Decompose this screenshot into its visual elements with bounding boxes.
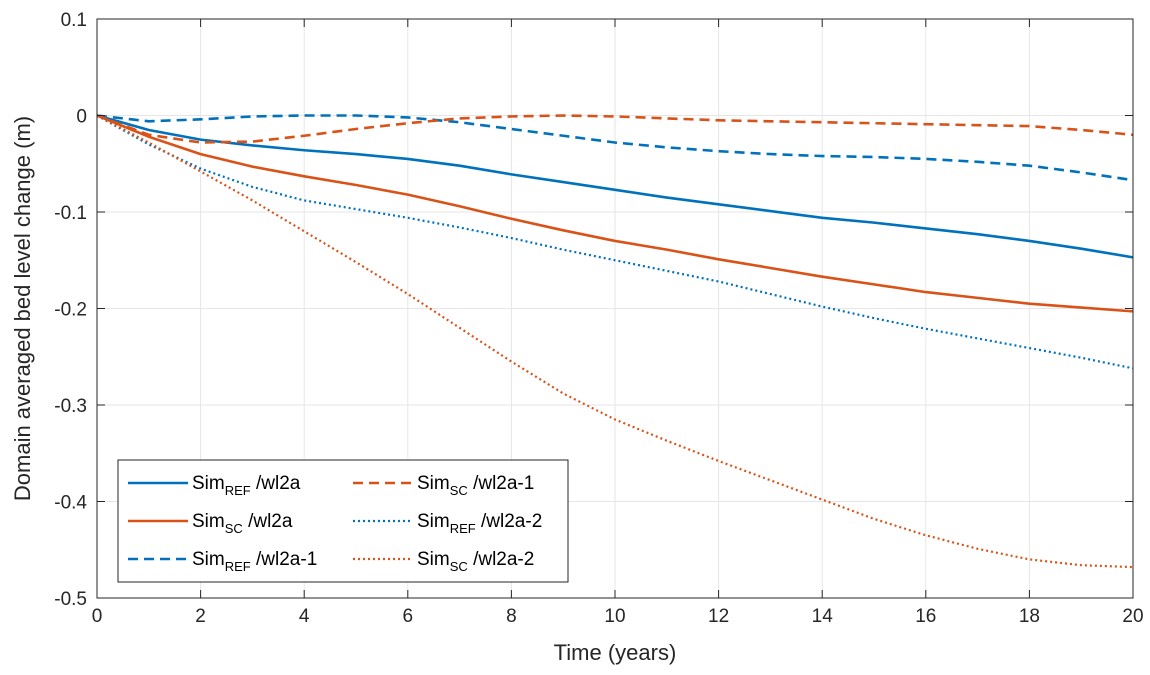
x-tick-label: 4: [299, 606, 310, 627]
x-tick-label: 8: [506, 606, 517, 627]
legend-item: SimSC /wl2a: [128, 511, 293, 536]
legend-label: SimREF /wl2a-2: [417, 511, 542, 536]
legend-label: SimSC /wl2a: [192, 511, 293, 536]
x-tick-label: 12: [708, 606, 729, 627]
y-tick-label: 0: [76, 107, 87, 128]
y-axis-label: Domain averaged bed level change (m): [10, 116, 35, 501]
x-tick-label: 14: [812, 606, 834, 627]
legend-item: SimREF /wl2a-2: [353, 511, 542, 536]
series-lines: [96, 114, 1134, 569]
series-line-4: [96, 114, 1134, 144]
legend: SimREF /wl2a SimSC /wl2a SimREF /wl2a-1 Sim…: [117, 459, 569, 583]
legend-label: SimSC /wl2a-1: [417, 473, 534, 498]
x-tick-label: 0: [92, 606, 103, 627]
y-tick-label: -0.4: [54, 493, 87, 514]
series-line-5: [96, 114, 1134, 370]
series-line-3: [96, 114, 1134, 182]
legend-item: SimSC /wl2a-2: [353, 549, 534, 574]
legend-box: [117, 459, 569, 583]
x-tick-label: 18: [1019, 606, 1040, 627]
y-tick-label: 0.1: [61, 10, 87, 31]
y-tick-label: -0.5: [54, 589, 87, 610]
x-tick-label: 16: [915, 606, 936, 627]
x-tick-label: 6: [403, 606, 414, 627]
series-line-2: [96, 114, 1134, 313]
x-axis-label: Time (years): [554, 640, 677, 665]
series-line-1: [96, 114, 1134, 259]
y-tick-label: -0.2: [54, 300, 87, 321]
y-tick-label: -0.3: [54, 396, 87, 417]
legend-item: SimREF /wl2a-1: [128, 549, 317, 574]
legend-item: SimSC /wl2a-1: [353, 473, 534, 498]
legend-label: SimREF /wl2a-1: [192, 549, 317, 574]
legend-item: SimREF /wl2a: [128, 473, 301, 498]
y-tick-label: -0.1: [54, 203, 87, 224]
series-line-6: [96, 114, 1134, 569]
x-tick-label: 10: [604, 606, 625, 627]
legend-label: SimSC /wl2a-2: [417, 549, 534, 574]
x-tick-label: 20: [1122, 606, 1143, 627]
x-tick-label: 2: [195, 606, 206, 627]
axis-ticks: 0 2 4 6 8 10 12 14 16 18 20 0.1 0 -0.1 -0.2 -0.3 -0.4 -0.…: [54, 10, 1143, 627]
legend-label: SimREF /wl2a: [192, 473, 301, 498]
